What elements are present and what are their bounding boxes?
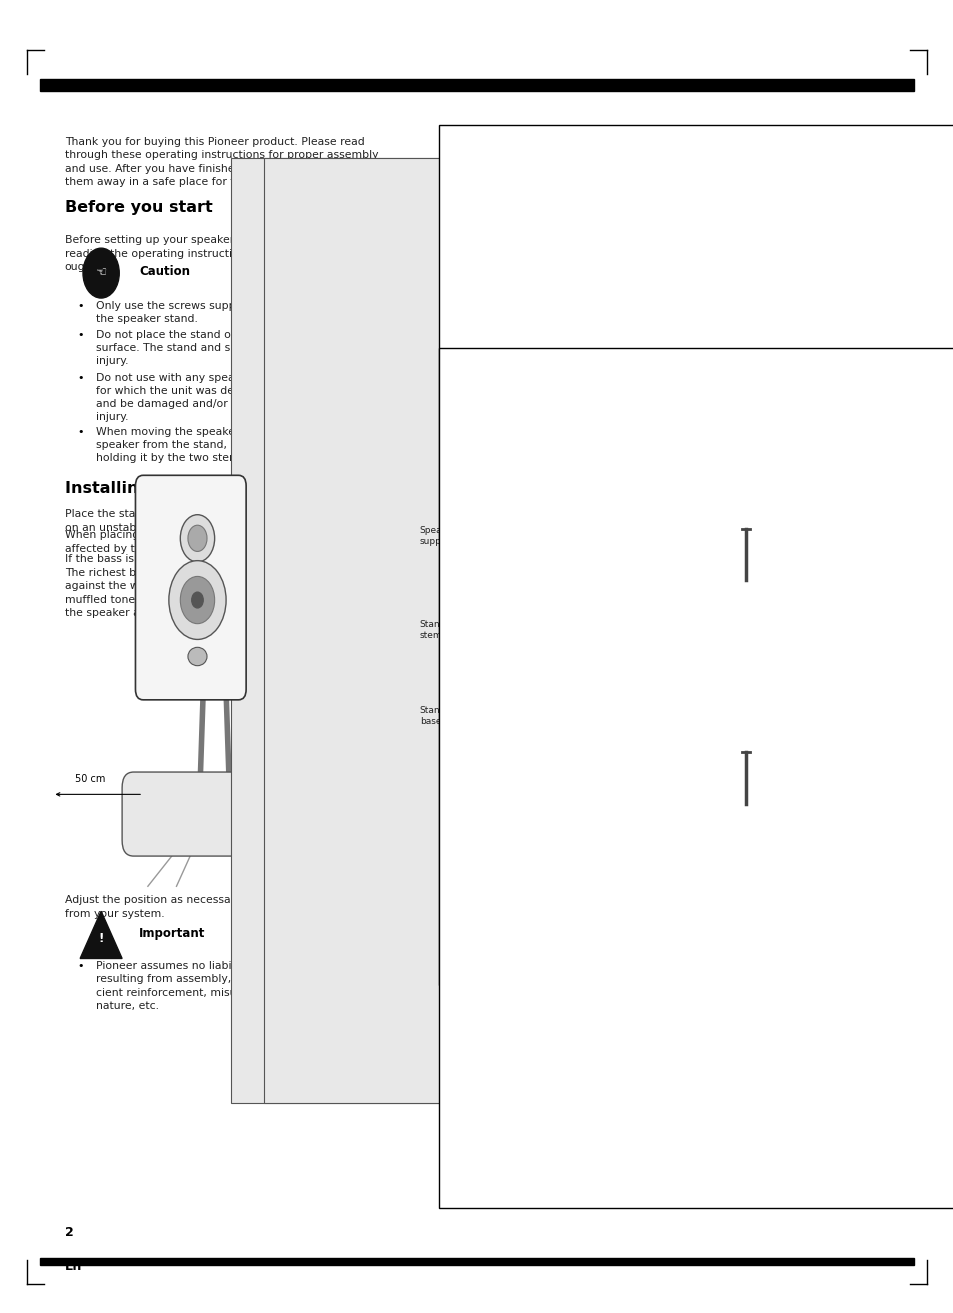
Polygon shape	[583, 276, 591, 473]
Text: If the bass is insufficient, move the speaker closer to the wall.
The richest ba: If the bass is insufficient, move the sp…	[65, 554, 403, 618]
Text: Before you start: Before you start	[65, 200, 213, 214]
Text: Assembling the speaker stands: Assembling the speaker stands	[446, 138, 729, 152]
Text: Caution: Caution	[139, 265, 190, 278]
FancyBboxPatch shape	[758, 723, 777, 744]
Text: Do not use with any speaker system other than the one
for which the unit was des: Do not use with any speaker system other…	[96, 373, 406, 423]
Circle shape	[583, 265, 598, 286]
Text: ✕: ✕	[807, 746, 819, 759]
Ellipse shape	[570, 541, 578, 549]
Bar	[40, 1258, 913, 1266]
Ellipse shape	[553, 712, 562, 720]
Text: When moving the speaker and stand, first remove the
speaker from the stand, and : When moving the speaker and stand, first…	[96, 427, 392, 463]
Text: Make sure you assemble the stand on a flat surface that
is relatively soft (such: Make sure you assemble the stand on a fl…	[460, 1085, 768, 1108]
FancyBboxPatch shape	[135, 475, 246, 700]
FancyBboxPatch shape	[122, 772, 307, 856]
Circle shape	[188, 525, 207, 551]
Text: •: •	[78, 427, 84, 437]
Text: O: O	[807, 683, 819, 696]
Text: Black: Black	[772, 776, 795, 784]
Text: Stand base: Stand base	[443, 500, 521, 523]
Text: 40 mm: 40 mm	[772, 758, 805, 765]
Text: Installing the speaker stands: Installing the speaker stands	[65, 481, 329, 495]
Text: (SLA1057): (SLA1057)	[510, 839, 569, 847]
Text: — Screws (Bind head, M6xL40): — Screws (Bind head, M6xL40)	[658, 758, 792, 765]
Text: When placing the speaker, keep in mind that the tone is
affected by the position: When placing the speaker, keep in mind t…	[65, 530, 372, 554]
Polygon shape	[80, 911, 122, 958]
Text: Speaker
support: Speaker support	[419, 525, 456, 546]
Text: (SBA6054): (SBA6054)	[772, 574, 814, 582]
Text: 50 cm: 50 cm	[75, 773, 106, 784]
Text: Stand stems: Stand stems	[443, 344, 555, 361]
Polygon shape	[519, 204, 662, 335]
Text: Place the stand on a stable, level surface; placing the stand
on an unstable sur: Place the stand on a stable, level surfa…	[65, 509, 392, 533]
Circle shape	[610, 295, 619, 309]
Circle shape	[624, 263, 634, 276]
Bar	[557, 289, 583, 473]
Ellipse shape	[519, 537, 528, 545]
FancyBboxPatch shape	[438, 348, 953, 1208]
Text: Adjust the position as necessary to obtain optimal sound
from your system.: Adjust the position as necessary to obta…	[65, 895, 375, 919]
Polygon shape	[621, 276, 629, 473]
Text: Important: Important	[139, 927, 206, 940]
Ellipse shape	[760, 679, 774, 692]
FancyBboxPatch shape	[448, 285, 953, 1106]
Text: Assemble the speaker stands as illustrated below. Please
note that a flathead sc: Assemble the speaker stands as illustrat…	[446, 167, 764, 218]
Ellipse shape	[188, 647, 207, 666]
Text: Pioneer assumes no liability whatsoever for damages
resulting from assembly, imp: Pioneer assumes no liability whatsoever …	[96, 961, 387, 1011]
Text: Stand
base: Stand base	[419, 705, 446, 726]
Text: •   Align the screw holes on the stand base and speaker
     support with the sc: • Align the screw holes on the stand bas…	[446, 453, 787, 490]
Polygon shape	[467, 670, 629, 775]
Text: Make sure the screws are inserted in the screw holes as
shown above (with the sc: Make sure the screws are inserted in the…	[460, 1117, 765, 1167]
Bar	[40, 79, 913, 92]
Polygon shape	[486, 499, 605, 580]
Text: !: !	[98, 932, 104, 945]
FancyBboxPatch shape	[231, 158, 829, 1103]
Text: Stand
stems: Stand stems	[419, 620, 447, 641]
Text: Do not place the stand on an unstable and/or sloping
surface. The stand and spea: Do not place the stand on an unstable an…	[96, 330, 387, 366]
Text: Please note that sunken
screw holes are provided
in the speaker support.: Please note that sunken screw holes are …	[658, 643, 771, 676]
Text: Before setting up your speaker system, we recommend
reading the operating instru: Before setting up your speaker system, w…	[65, 235, 369, 272]
Text: —  Spike base: — Spike base	[510, 825, 571, 832]
Circle shape	[581, 492, 600, 519]
Ellipse shape	[543, 528, 552, 536]
Text: (SBA6054): (SBA6054)	[772, 797, 814, 805]
FancyBboxPatch shape	[438, 125, 953, 985]
Text: ☜: ☜	[95, 267, 107, 280]
Ellipse shape	[522, 712, 532, 720]
Text: Black: Black	[772, 553, 795, 561]
Circle shape	[169, 561, 226, 639]
Circle shape	[446, 1035, 482, 1085]
Text: •: •	[443, 1085, 449, 1095]
Text: •: •	[443, 1117, 449, 1128]
Circle shape	[548, 256, 558, 269]
FancyBboxPatch shape	[264, 158, 862, 1103]
Text: Only use the screws supplied when fixing the speaker to
the speaker stand.: Only use the screws supplied when fixing…	[96, 301, 404, 324]
Text: 20 cm: 20 cm	[264, 773, 294, 784]
Text: 40 mm: 40 mm	[772, 534, 805, 542]
Text: 2: 2	[65, 1226, 73, 1239]
Circle shape	[567, 295, 577, 309]
Text: En: En	[65, 1260, 82, 1274]
Text: •: •	[78, 330, 84, 340]
Circle shape	[586, 236, 596, 249]
Text: •: •	[78, 301, 84, 311]
Text: Screw holes
for securing
speaker: Screw holes for securing speaker	[646, 222, 758, 268]
Text: •: •	[78, 961, 84, 972]
Bar	[595, 289, 621, 473]
Text: ☜: ☜	[458, 1053, 470, 1066]
Circle shape	[180, 576, 214, 624]
Circle shape	[180, 515, 214, 562]
Text: —  Nut: — Nut	[510, 790, 539, 798]
Text: •: •	[78, 373, 84, 383]
Polygon shape	[496, 446, 686, 558]
Text: Thank you for buying this Pioneer product. Please read
through these operating i: Thank you for buying this Pioneer produc…	[65, 137, 399, 188]
Text: Speaker support: Speaker support	[443, 246, 536, 268]
Text: Caution: Caution	[501, 1052, 552, 1065]
Text: —  Spike (SBA6053): — Spike (SBA6053)	[510, 807, 597, 815]
Circle shape	[83, 248, 119, 298]
FancyBboxPatch shape	[448, 348, 953, 1169]
Circle shape	[192, 592, 203, 608]
Text: — Screws (Bind head, M6xL40): — Screws (Bind head, M6xL40)	[658, 502, 792, 509]
